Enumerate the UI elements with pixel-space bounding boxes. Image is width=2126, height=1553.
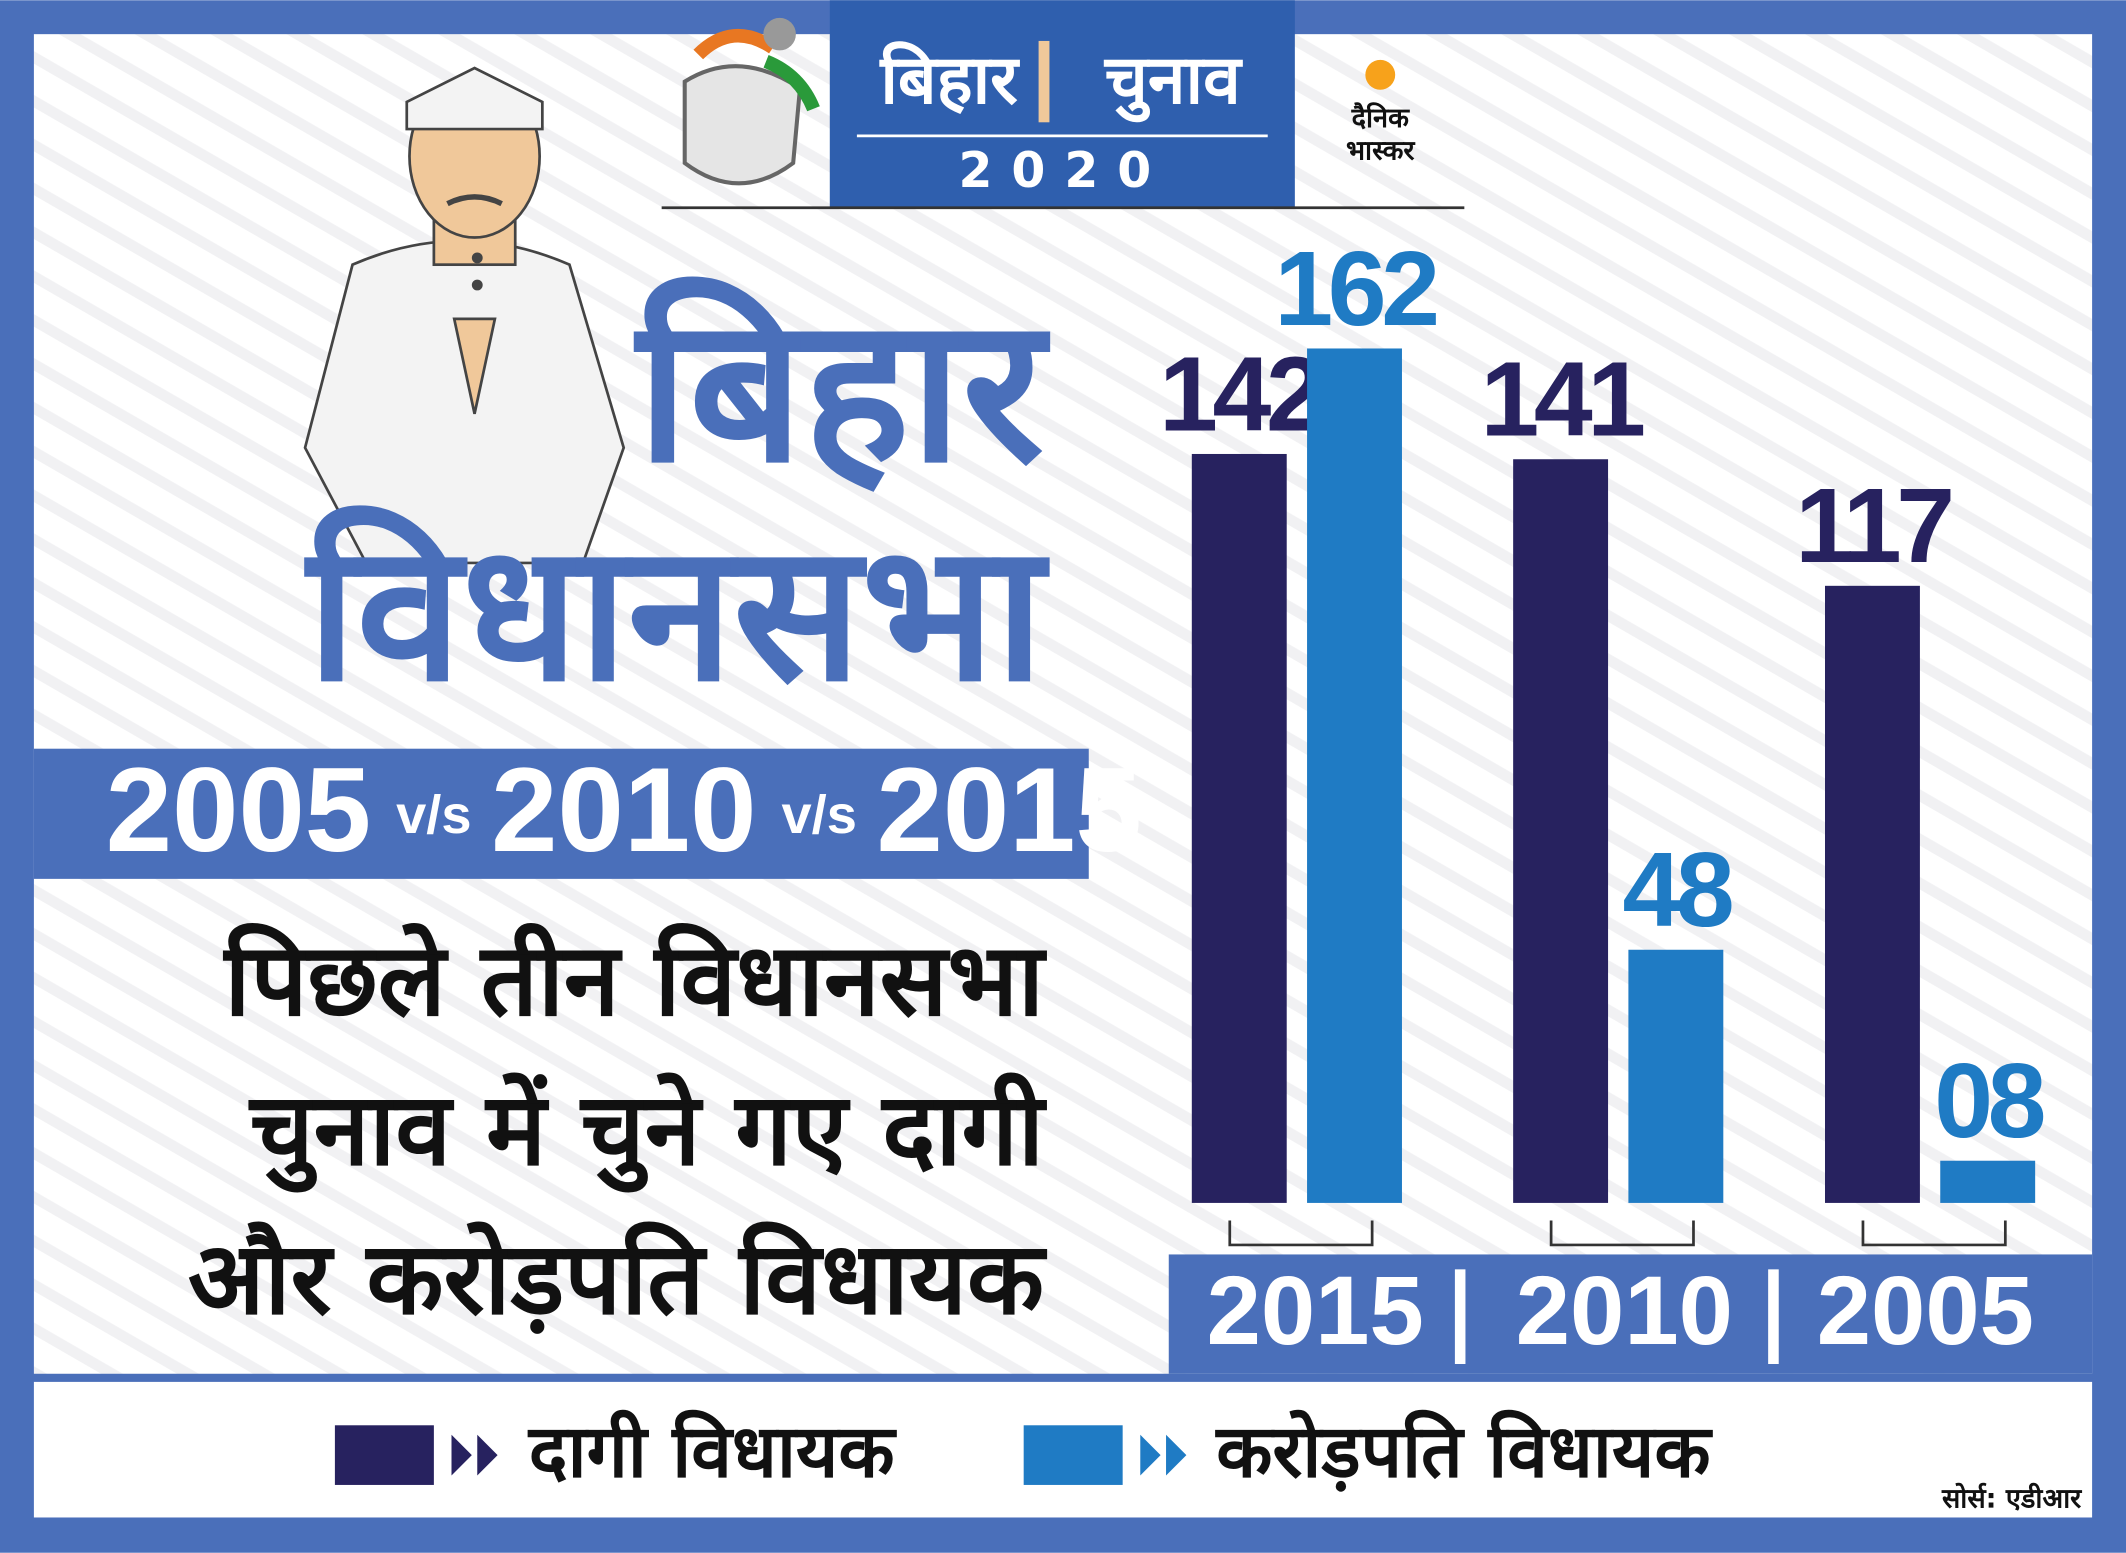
bar — [1940, 1160, 2036, 1203]
subtitle-band — [33, 748, 1089, 879]
legend-label: दागी विधायक — [527, 1409, 898, 1494]
bar — [1191, 453, 1287, 1203]
separator: | — [1756, 1254, 1791, 1364]
person-illustration — [303, 66, 626, 565]
bracket — [1861, 1220, 2007, 1247]
bar — [1307, 348, 1402, 1203]
bracket — [1228, 1220, 1374, 1247]
description: पिछले तीन विधानसभा — [223, 922, 1048, 1039]
bar — [1824, 585, 1920, 1203]
description: चुनाव में चुने गए दागी — [248, 1071, 1047, 1193]
logo-text: दैनिक — [1351, 102, 1410, 134]
finger-icon — [1038, 40, 1050, 123]
x-tick-label: 2015 — [1207, 1256, 1424, 1365]
logo-sun — [1365, 59, 1396, 90]
legend-arrows — [451, 1434, 1187, 1476]
category-band — [1168, 1254, 2093, 1374]
value-label: 117 — [1795, 467, 1951, 585]
bar — [1628, 949, 1724, 1203]
mask-logo — [682, 17, 820, 186]
legend-label: करोड़पति विधायक — [1214, 1409, 1713, 1494]
bracket — [1549, 1220, 1695, 1247]
header-year: 2020 — [958, 142, 1170, 199]
subtitle: 2005 v/s 2010 v/s 2015 — [106, 744, 1142, 877]
legend-swatch — [1023, 1425, 1123, 1485]
description: और करोड़पति विधायक — [188, 1220, 1048, 1337]
value-label: 141 — [1481, 341, 1644, 459]
x-tick-label: 2010 — [1516, 1256, 1733, 1365]
source: सोर्स: एडीआर — [1941, 1482, 2082, 1514]
x-tick-label: 2005 — [1817, 1256, 2034, 1365]
header-title: बिहार — [878, 40, 1020, 119]
chart-title: बिहार — [633, 274, 1051, 507]
legend-swatch — [334, 1425, 434, 1485]
value-label: 162 — [1274, 230, 1436, 348]
value-label: 48 — [1622, 831, 1731, 949]
bar — [1513, 459, 1609, 1203]
header-box — [829, 0, 1295, 208]
header-title: चुनाव — [1103, 40, 1243, 123]
logo-text: भास्कर — [1346, 136, 1415, 167]
separator: | — [1443, 1254, 1478, 1364]
value-label: 08 — [1934, 1042, 2043, 1160]
chart-title: विधानसभा — [304, 502, 1050, 723]
value-label: 142 — [1159, 335, 1321, 453]
